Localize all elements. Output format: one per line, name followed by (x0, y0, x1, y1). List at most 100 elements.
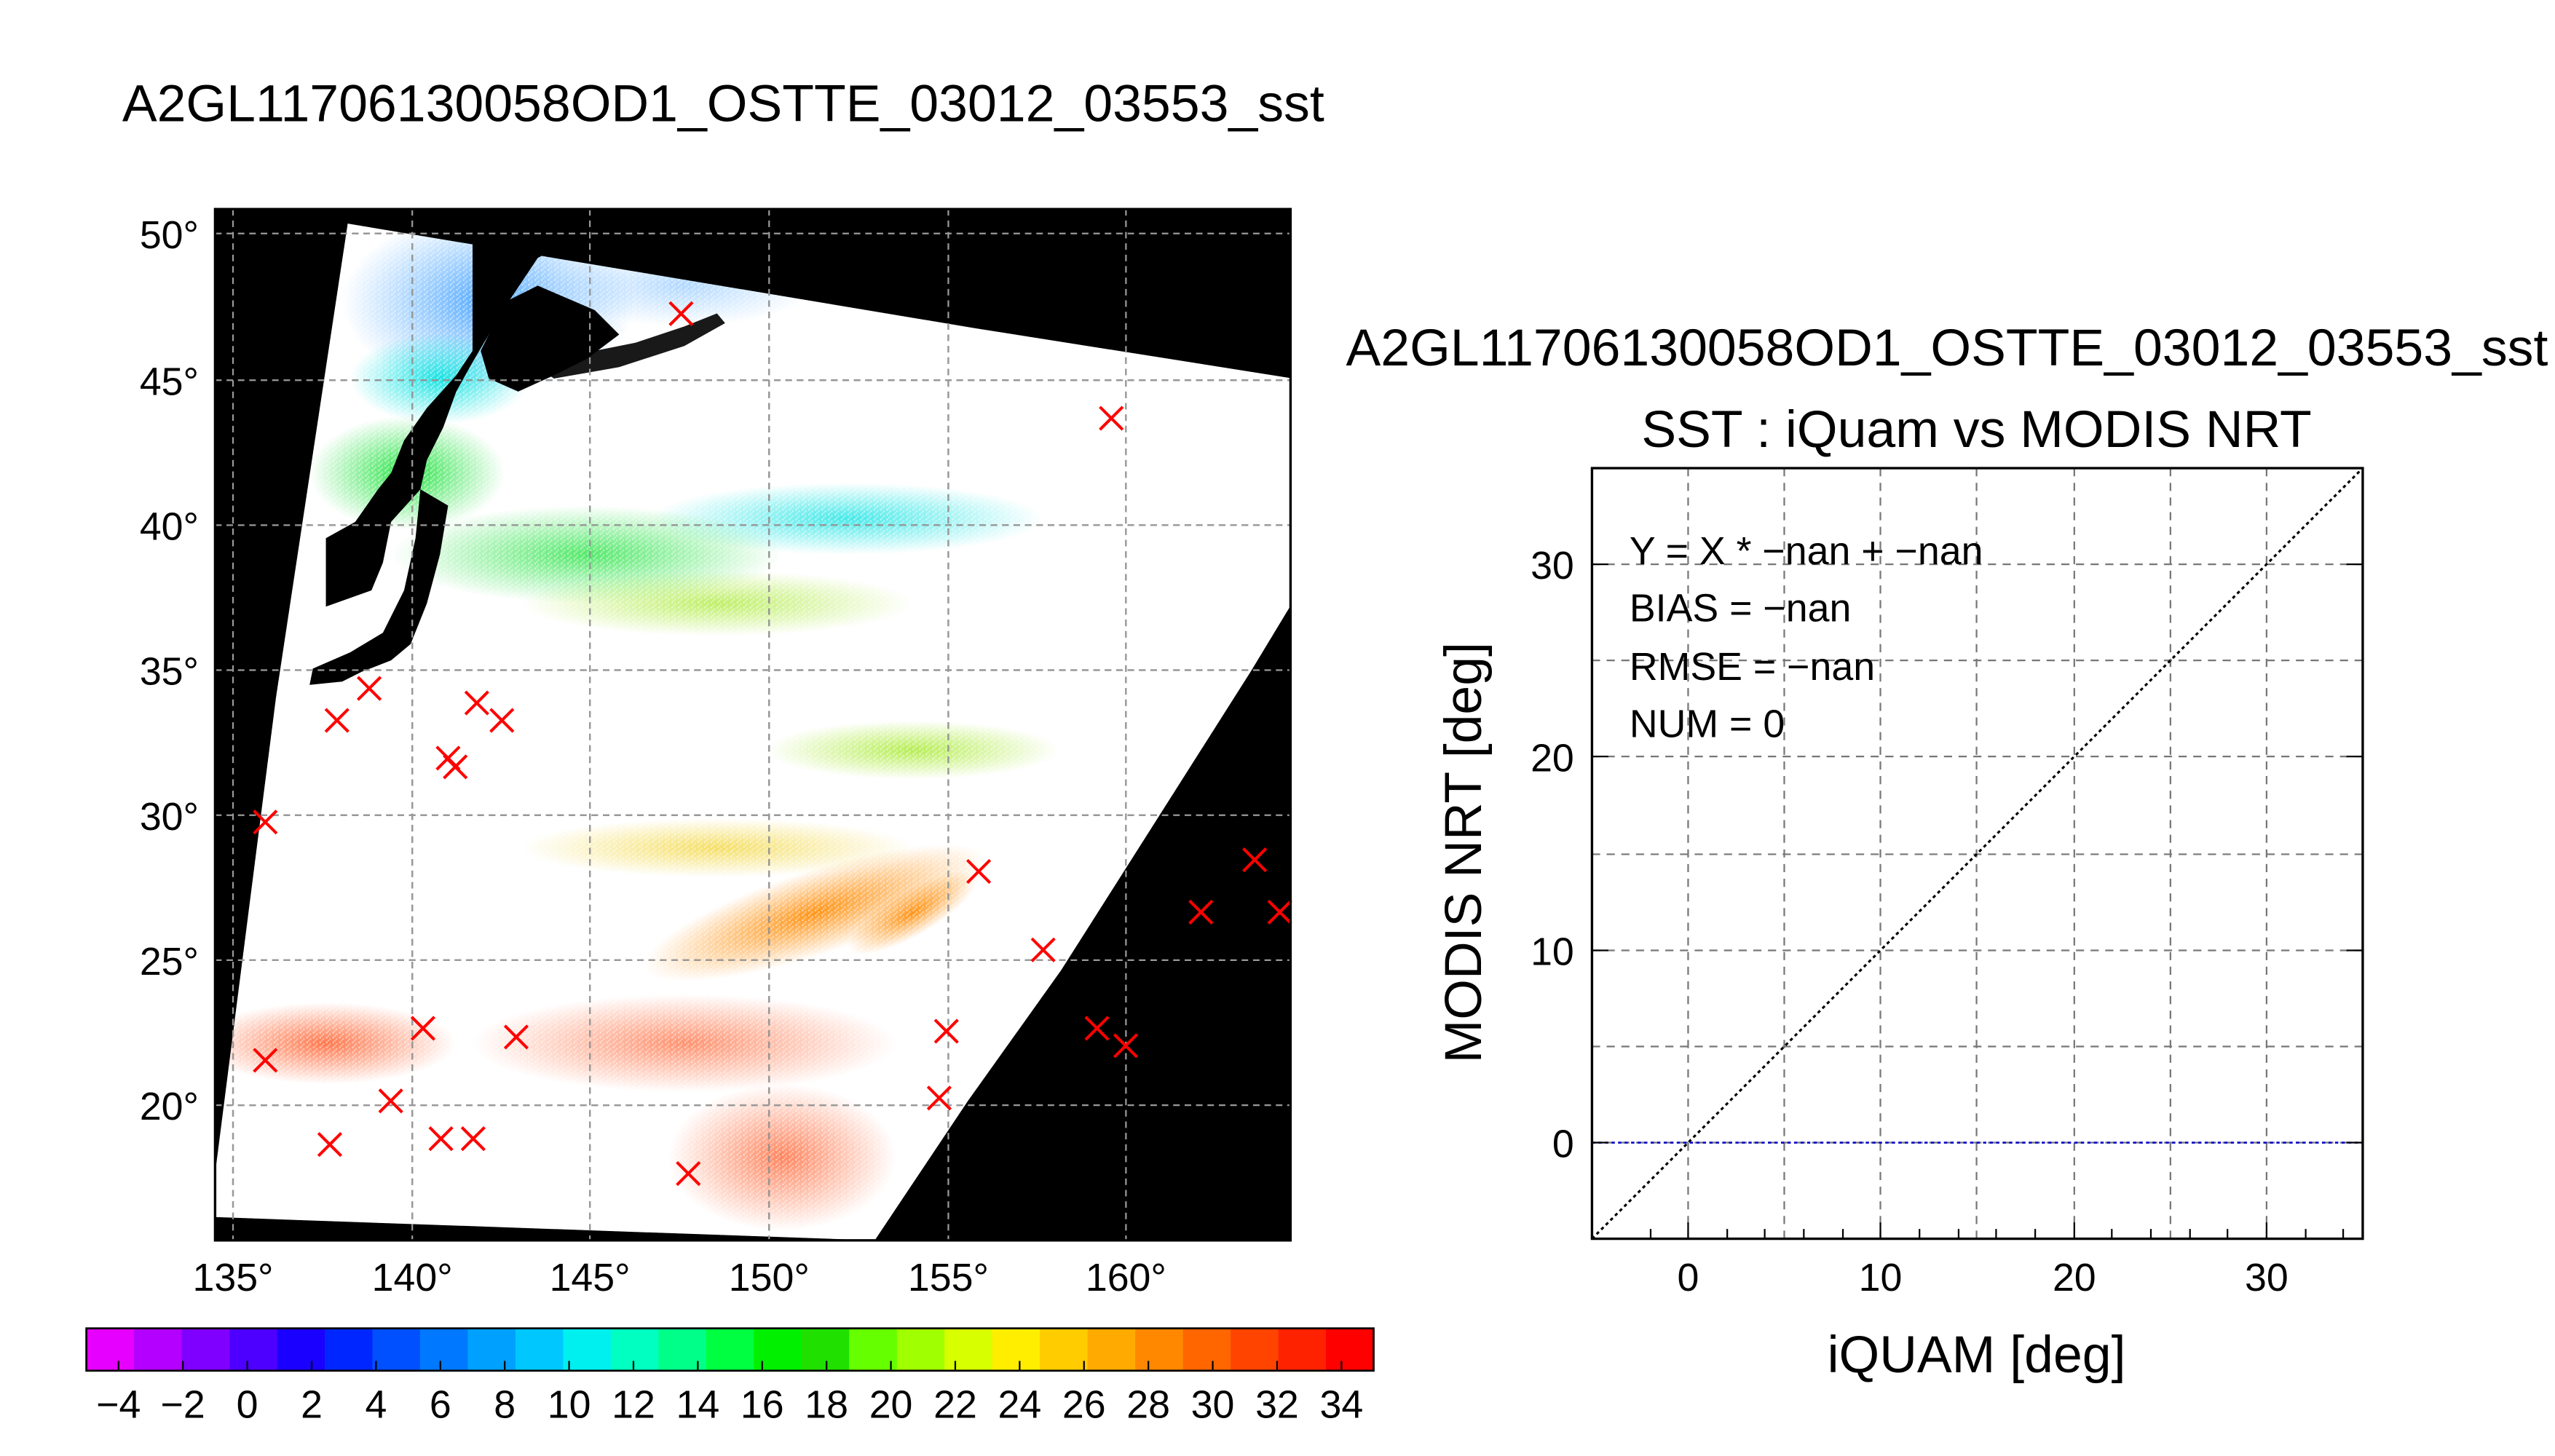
map-panel: 50° 45° 40° 35° 30° 25° 20° 135° 140° 14… (85, 207, 1375, 1427)
colorbar-cell (1326, 1328, 1375, 1371)
colorbar-tick-label: 18 (805, 1383, 848, 1427)
colorbar-tick-label: 22 (933, 1383, 977, 1427)
scatter-x-tick-labels: 0 10 20 30 (1678, 1256, 2289, 1299)
insitu-marker (428, 1126, 454, 1152)
insitu-marker (668, 301, 694, 326)
insitu-marker (1099, 405, 1124, 431)
scatter-y-tick-labels: 0 10 20 30 (1531, 544, 1574, 1166)
insitu-marker (1267, 899, 1292, 925)
colorbar-cell (1040, 1328, 1089, 1371)
insitu-marker (410, 1016, 436, 1041)
land-masses (309, 209, 725, 685)
colorbar-cell (515, 1328, 564, 1371)
colorbar-cell (849, 1328, 898, 1371)
colorbar-tick-label: 30 (1191, 1383, 1235, 1427)
colorbar-cell (229, 1328, 278, 1371)
colorbar-cells (86, 1328, 1375, 1371)
colorbar-cell (1087, 1328, 1137, 1371)
insitu-marker (1188, 899, 1214, 925)
lat-tick-label: 50° (140, 213, 199, 257)
colorbar-cell (610, 1328, 660, 1371)
insitu-marker (965, 858, 992, 885)
colorbar-tick-labels: −4 −2 0 2 4 6 8 10 12 14 16 18 20 22 24 26 28 30 32 34 (96, 1361, 1363, 1427)
lon-tick-label: 150° (729, 1256, 810, 1299)
y-tick-label: 0 (1552, 1123, 1574, 1166)
lat-tick-label: 40° (140, 505, 199, 549)
insitu-marker (378, 1088, 403, 1114)
colorbar-cell (992, 1328, 1041, 1371)
lon-tick-label: 140° (372, 1256, 453, 1299)
insitu-marker (464, 690, 489, 716)
stats-rmse: RMSE = −nan (1630, 645, 1875, 689)
lon-tick-label: 155° (908, 1256, 989, 1299)
colorbar-tick-label: 2 (301, 1383, 323, 1427)
x-tick-label: 0 (1678, 1256, 1699, 1299)
lat-tick-labels: 50° 45° 40° 35° 30° 25° 20° (140, 213, 199, 1128)
colorbar-tick-label: 12 (612, 1383, 655, 1427)
lat-tick-label: 30° (140, 795, 199, 839)
colorbar-tick-label: 16 (741, 1383, 784, 1427)
colorbar-cell (1182, 1328, 1231, 1371)
stats-regression: Y = X * −nan + −nan (1630, 529, 1983, 573)
insitu-marker (443, 754, 468, 780)
y-tick-label: 10 (1531, 930, 1574, 974)
colorbar-cell (419, 1328, 469, 1371)
insitu-marker (357, 676, 382, 701)
colorbar-tick-label: −4 (96, 1383, 141, 1427)
one-to-one-line (1591, 467, 2364, 1240)
colorbar-tick-label: 24 (998, 1383, 1041, 1427)
colorbar-cell (754, 1328, 802, 1371)
colorbar-cell (706, 1328, 755, 1371)
scatter-frame (1590, 467, 2364, 1241)
x-tick-label: 20 (2053, 1256, 2096, 1299)
insitu-marker (1030, 937, 1056, 962)
insitu-marker (253, 810, 278, 835)
lat-tick-label: 20° (140, 1085, 199, 1128)
colorbar-cell (658, 1328, 707, 1371)
insitu-marker (460, 1126, 486, 1152)
lon-tick-label: 160° (1086, 1256, 1166, 1299)
colorbar-tick-label: 14 (676, 1383, 720, 1427)
insitu-markers (253, 301, 1292, 1187)
y-axis-label: MODIS NRT [deg] (1434, 642, 1493, 1063)
colorbar-cell (325, 1328, 374, 1371)
colorbar-cell (801, 1328, 850, 1371)
map-gridlines-light (215, 209, 1291, 1241)
colorbar-cell (896, 1328, 946, 1371)
lat-tick-label: 35° (140, 650, 199, 694)
scatter-panel: Y = X * −nan + −nan BIAS = −nan RMSE = −… (1434, 467, 2364, 1384)
colorbar-cell (467, 1328, 516, 1371)
colorbar: −4 −2 0 2 4 6 8 10 12 14 16 18 20 22 24 26 28 30 32 34 (85, 1327, 1375, 1427)
scatter-minor-ticks (1592, 563, 2363, 1239)
insitu-marker (676, 1160, 701, 1187)
lon-tick-label: 135° (192, 1256, 273, 1299)
map-frame (213, 207, 1292, 1242)
insitu-marker (1084, 1016, 1110, 1041)
stats-count: NUM = 0 (1630, 702, 1785, 745)
insitu-marker (1113, 1033, 1139, 1059)
insitu-marker (324, 708, 350, 733)
lat-tick-label: 45° (140, 360, 199, 403)
colorbar-cell (181, 1328, 230, 1371)
scatter-title: A2GL11706130058OD1_OSTTE_03012_03553_sst (1346, 319, 2548, 377)
colorbar-tick-label: 10 (548, 1383, 591, 1427)
lon-tick-labels: 135° 140° 145° 150° 155° 160° (192, 1256, 1166, 1299)
colorbar-cell (372, 1328, 421, 1371)
map-title: A2GL11706130058OD1_OSTTE_03012_03553_sst (122, 74, 1324, 132)
insitu-marker (926, 1085, 952, 1111)
insitu-marker (1242, 847, 1268, 873)
x-tick-label: 30 (2245, 1256, 2289, 1299)
x-axis-label: iQUAM [deg] (1828, 1326, 2126, 1384)
colorbar-cell (1135, 1328, 1184, 1371)
colorbar-tick-label: 26 (1062, 1383, 1106, 1427)
lat-tick-label: 25° (140, 940, 199, 984)
colorbar-tick-label: 20 (869, 1383, 913, 1427)
insitu-marker (933, 1018, 959, 1044)
colorbar-cell (1278, 1328, 1327, 1371)
stats-bias: BIAS = −nan (1630, 586, 1851, 630)
colorbar-tick-label: 28 (1126, 1383, 1170, 1427)
lon-tick-label: 145° (550, 1256, 631, 1299)
colorbar-cell (563, 1328, 612, 1371)
colorbar-cell (134, 1328, 183, 1371)
